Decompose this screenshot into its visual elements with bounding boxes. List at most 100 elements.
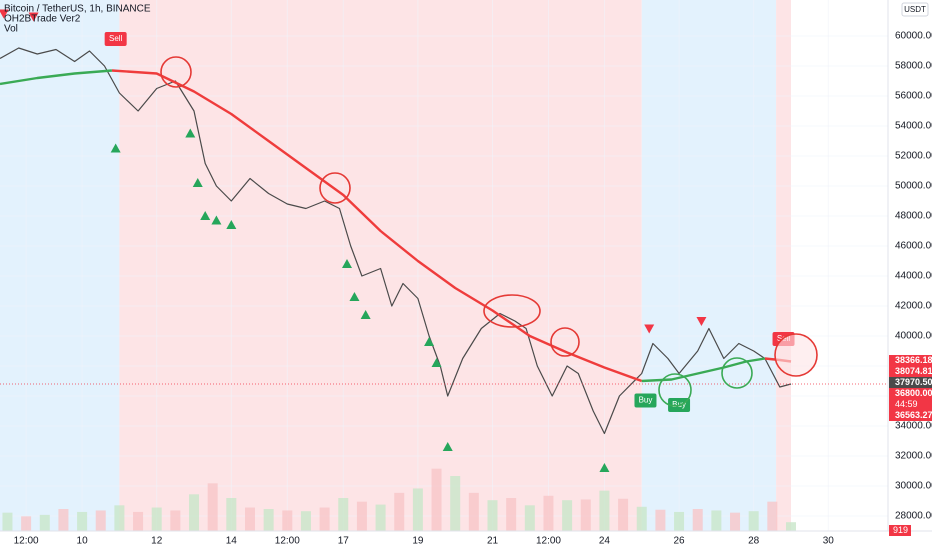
volume-bar: [562, 500, 573, 531]
volume-bar: [655, 509, 666, 531]
price-tag-label: 38074.81: [895, 366, 932, 376]
volume-bar: [580, 499, 591, 531]
y-tick-label: 60000.00: [895, 31, 932, 42]
signal-label: Buy: [672, 400, 686, 409]
highlight: [774, 333, 818, 377]
volume-bar: [58, 509, 69, 531]
highlight: [319, 172, 351, 204]
zone: [0, 0, 120, 531]
volume-bar: [692, 509, 703, 531]
countdown-label: 44:59: [895, 399, 918, 409]
highlight-circles: [160, 56, 818, 377]
volume-bar: [207, 483, 218, 531]
price-tag-label: 36563.27: [895, 410, 932, 420]
buy-arrow: [442, 442, 453, 451]
volume-bar: [711, 510, 722, 531]
sell-arrow: [696, 317, 707, 326]
currency-label[interactable]: USDT: [904, 5, 926, 14]
x-tick-label: 19: [412, 536, 424, 547]
sell-arrow: [644, 324, 655, 334]
price-tag: [889, 377, 932, 389]
zone: [641, 0, 777, 531]
price-tag-label: 38366.18: [895, 355, 932, 365]
volume-bar: [244, 507, 255, 531]
buy-arrow: [200, 211, 211, 220]
signal-box: [104, 32, 127, 46]
price-tag: [889, 388, 932, 411]
sell-arrow: [0, 9, 9, 19]
volume-bar: [263, 509, 274, 531]
highlight-circles-green: [658, 357, 753, 407]
buy-arrow: [185, 128, 196, 138]
buy-arrow: [349, 292, 360, 301]
volume-bar: [189, 494, 200, 531]
indicator-label: Vol: [4, 24, 18, 35]
y-tick-label: 50000.00: [895, 181, 932, 192]
price-tag: [889, 366, 932, 378]
volume-bar: [2, 512, 13, 531]
volume-tag: [889, 525, 911, 536]
x-tick-label: 17: [338, 536, 350, 547]
volume-bar: [95, 510, 106, 531]
y-tick-label: 58000.00: [895, 61, 932, 72]
volume-bar: [468, 492, 479, 531]
highlight: [483, 294, 541, 328]
chart-title: Bitcoin / TetherUS, 1h, BINANCE: [4, 4, 151, 15]
y-tick-label: 30000.00: [895, 481, 932, 492]
volume-bar: [300, 511, 311, 531]
x-tick-label: 12:00: [275, 536, 300, 547]
x-tick-label: 10: [77, 536, 89, 547]
axes: 28000.0030000.0032000.0034000.0036000.00…: [14, 31, 932, 547]
volume-bar: [133, 511, 144, 531]
volume-tag-label: 919: [893, 525, 908, 535]
y-tick-label: 32000.00: [895, 451, 932, 462]
price-line: [111, 69, 643, 383]
volume-bar: [21, 516, 32, 531]
price-tag: [889, 355, 932, 367]
volume-bar: [524, 505, 535, 531]
volume-bar: [77, 511, 88, 531]
zone: [776, 0, 791, 531]
y-tick-label: 40000.00: [895, 331, 932, 342]
volume-bar: [226, 498, 237, 531]
volume-bar: [412, 488, 423, 531]
volume-bar: [394, 492, 405, 531]
volume-bar: [431, 468, 442, 531]
volume-bar: [338, 498, 349, 531]
zone: [119, 0, 642, 531]
volume-bar: [39, 514, 50, 531]
volume-bar: [375, 504, 386, 531]
volume-bar: [450, 476, 461, 531]
y-tick-label: 42000.00: [895, 301, 932, 312]
x-tick-label: 14: [226, 536, 238, 547]
y-tick-label: 54000.00: [895, 121, 932, 132]
background: [0, 0, 791, 531]
volume-bar: [319, 507, 330, 531]
highlight: [721, 357, 753, 389]
volume-bar: [151, 507, 162, 531]
signal-label: Buy: [639, 396, 653, 405]
volume-bar: [282, 510, 293, 531]
sell-arrow: [28, 12, 39, 22]
y-tick-label: 34000.00: [895, 421, 932, 432]
buy-arrow: [360, 310, 371, 319]
highlight: [550, 327, 580, 357]
volume-bar: [767, 501, 778, 531]
x-tick-label: 26: [673, 536, 685, 547]
y-tick-label: 46000.00: [895, 241, 932, 252]
price-tag-label: 37970.50: [895, 377, 932, 387]
x-tick-label: 24: [599, 536, 611, 547]
buy-arrow: [192, 178, 203, 187]
y-tick-label: 44000.00: [895, 271, 932, 282]
volume-bar: [748, 511, 759, 531]
y-tick-label: 48000.00: [895, 211, 932, 222]
highlight: [658, 373, 692, 407]
volume-bar: [543, 495, 554, 531]
indicator-label: OH2BTrade Ver2: [4, 14, 81, 25]
volume-bar: [730, 512, 741, 531]
buy-arrow: [211, 215, 222, 225]
currency-box[interactable]: [901, 2, 929, 17]
y-tick-label: 56000.00: [895, 91, 932, 102]
x-tick-label: 12:00: [536, 536, 561, 547]
